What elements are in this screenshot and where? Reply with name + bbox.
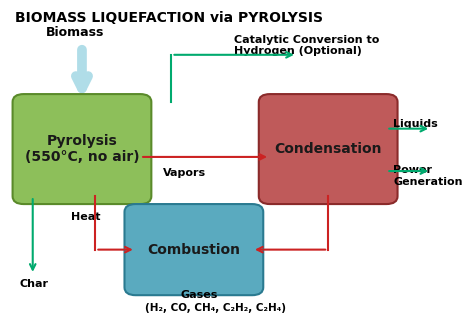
Text: Catalytic Conversion to
Hydrogen (Optional): Catalytic Conversion to Hydrogen (Option… (234, 35, 380, 56)
Text: BIOMASS LIQUEFACTION via PYROLYSIS: BIOMASS LIQUEFACTION via PYROLYSIS (15, 11, 323, 25)
Text: Combustion: Combustion (147, 243, 240, 257)
FancyBboxPatch shape (13, 94, 151, 204)
Text: Pyrolysis
(550°C, no air): Pyrolysis (550°C, no air) (25, 134, 139, 164)
Text: Char: Char (19, 279, 48, 289)
Text: Biomass: Biomass (46, 26, 105, 39)
Text: Condensation: Condensation (274, 142, 382, 156)
Text: Liquids: Liquids (393, 119, 438, 129)
Text: Power
Generation: Power Generation (393, 165, 463, 187)
FancyBboxPatch shape (259, 94, 398, 204)
FancyBboxPatch shape (125, 204, 263, 295)
Text: (H₂, CO, CH₄, C₂H₂, C₂H₄): (H₂, CO, CH₄, C₂H₂, C₂H₄) (145, 303, 286, 313)
Text: Vapors: Vapors (163, 168, 206, 178)
Text: Heat: Heat (71, 212, 100, 222)
Text: Gases: Gases (181, 290, 218, 300)
